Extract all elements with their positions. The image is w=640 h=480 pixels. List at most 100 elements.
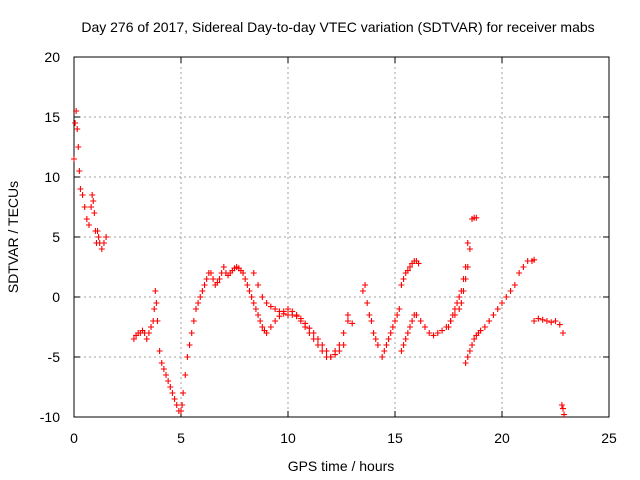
- data-point: [272, 318, 279, 324]
- data-point: [392, 318, 398, 324]
- data-point: [103, 234, 110, 240]
- data-point: [74, 126, 81, 132]
- data-point: [158, 360, 165, 366]
- data-point: [381, 348, 388, 354]
- data-point: [165, 378, 172, 384]
- data-point: [559, 405, 566, 412]
- y-tick-labels: -10 -5 0 5 10 15 20: [40, 49, 60, 425]
- data-point: [272, 306, 279, 312]
- data-point: [454, 300, 461, 306]
- data-point: [344, 312, 351, 318]
- data-points: [71, 108, 568, 418]
- data-point: [473, 214, 480, 221]
- data-point: [539, 316, 546, 323]
- data-point: [332, 351, 339, 358]
- data-point: [178, 408, 184, 414]
- data-point: [400, 342, 407, 348]
- x-axis-label: GPS time / hours: [288, 458, 395, 474]
- data-point: [402, 336, 409, 342]
- data-point: [259, 324, 266, 330]
- data-point: [499, 300, 505, 306]
- data-point: [246, 288, 253, 294]
- data-point: [89, 192, 96, 198]
- data-point: [481, 324, 488, 330]
- y-tick-label: 5: [52, 229, 60, 245]
- data-point: [344, 318, 351, 324]
- data-point: [464, 354, 471, 360]
- y-tick-label: 10: [44, 169, 60, 185]
- data-point: [374, 342, 381, 348]
- data-point: [340, 342, 347, 348]
- data-point: [88, 204, 95, 210]
- data-point: [289, 312, 296, 318]
- data-point: [396, 306, 403, 312]
- data-point: [153, 300, 160, 306]
- data-point: [267, 324, 274, 330]
- data-point: [220, 264, 227, 270]
- data-point: [494, 306, 501, 312]
- data-point: [197, 294, 204, 300]
- data-point: [91, 210, 98, 216]
- data-point: [156, 348, 163, 354]
- x-tick-label: 10: [280, 430, 296, 446]
- data-point: [366, 312, 373, 318]
- data-point: [90, 198, 97, 204]
- data-point: [244, 282, 251, 288]
- data-point: [404, 267, 411, 274]
- data-point: [466, 246, 473, 252]
- data-point: [190, 318, 197, 324]
- data-point: [556, 321, 563, 328]
- data-point: [451, 306, 458, 312]
- data-point: [415, 260, 422, 267]
- data-point: [368, 318, 375, 324]
- data-point: [462, 264, 469, 270]
- data-point: [81, 204, 88, 210]
- x-tick-label: 20: [494, 430, 510, 446]
- data-point: [98, 246, 105, 252]
- y-tick-label: 20: [44, 49, 60, 65]
- data-point: [327, 354, 334, 360]
- data-point: [336, 348, 343, 354]
- data-point: [306, 325, 313, 332]
- data-point: [154, 318, 161, 324]
- data-point: [214, 279, 221, 286]
- data-point: [456, 294, 463, 300]
- data-point: [94, 228, 101, 234]
- data-point: [543, 318, 550, 324]
- y-tick-label: 0: [52, 289, 60, 305]
- y-tick-label: -10: [40, 409, 60, 425]
- data-point: [379, 354, 386, 360]
- data-point: [462, 360, 469, 366]
- x-tick-labels: 0 5 10 15 20 25: [70, 430, 617, 446]
- data-point: [389, 324, 396, 330]
- data-point: [73, 108, 80, 114]
- data-point: [531, 256, 538, 263]
- data-point: [145, 330, 152, 336]
- data-point: [464, 240, 471, 246]
- data-point: [75, 144, 82, 150]
- data-point: [72, 120, 79, 126]
- data-point: [516, 270, 523, 276]
- y-axis-label: SDTVAR / TECUs: [5, 181, 21, 293]
- data-point: [400, 276, 407, 282]
- data-point: [143, 336, 150, 342]
- data-point: [413, 312, 420, 318]
- x-tick-label: 15: [387, 430, 403, 446]
- data-point: [293, 313, 300, 320]
- data-point: [430, 332, 437, 339]
- data-point: [192, 306, 199, 312]
- data-point: [370, 330, 377, 336]
- data-point: [511, 282, 518, 288]
- data-point: [188, 330, 195, 336]
- data-point: [520, 264, 527, 270]
- data-point: [79, 192, 86, 198]
- data-point: [385, 336, 392, 342]
- data-point: [535, 315, 542, 322]
- data-point: [417, 318, 424, 324]
- data-point: [201, 282, 208, 288]
- data-point: [259, 294, 266, 300]
- data-point: [184, 354, 191, 360]
- data-point: [203, 276, 210, 282]
- data-point: [186, 342, 193, 348]
